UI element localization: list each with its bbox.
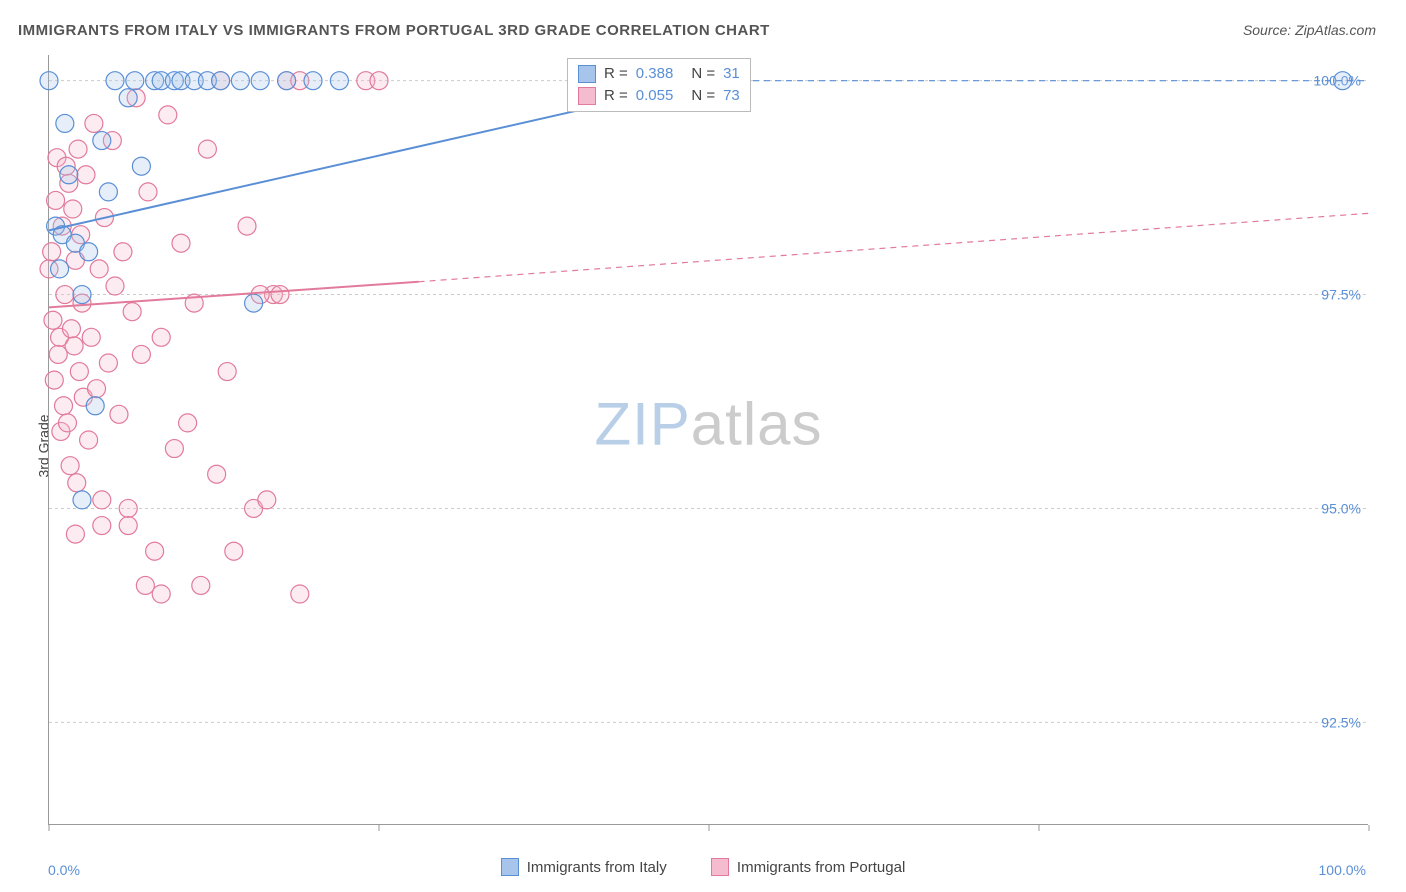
svg-text:92.5%: 92.5%: [1321, 714, 1361, 730]
legend-item-italy: Immigrants from Italy: [501, 858, 667, 876]
chart-title: IMMIGRANTS FROM ITALY VS IMMIGRANTS FROM…: [18, 22, 770, 39]
bottom-legend: Immigrants from Italy Immigrants from Po…: [0, 858, 1406, 880]
r-label: R =: [604, 85, 628, 107]
n-value-portugal: 73: [723, 85, 740, 107]
legend-swatch-portugal: [711, 858, 729, 876]
stats-row-portugal: R = 0.055 N = 73: [578, 85, 740, 107]
n-value-italy: 31: [723, 63, 740, 85]
chart-svg: 92.5%95.0%97.5%100.0%: [49, 55, 1368, 824]
legend-item-portugal: Immigrants from Portugal: [711, 858, 905, 876]
legend-swatch-italy: [501, 858, 519, 876]
legend-label-portugal: Immigrants from Portugal: [737, 859, 905, 876]
n-label: N =: [691, 85, 715, 107]
plot-area: ZIPatlas 92.5%95.0%97.5%100.0% R = 0.388…: [48, 55, 1368, 825]
r-value-italy: 0.388: [636, 63, 674, 85]
n-label: N =: [691, 63, 715, 85]
source-attribution: Source: ZipAtlas.com: [1243, 22, 1376, 38]
swatch-italy: [578, 65, 596, 83]
stats-legend: R = 0.388 N = 31 R = 0.055 N = 73: [567, 58, 751, 112]
legend-label-italy: Immigrants from Italy: [527, 859, 667, 876]
svg-text:95.0%: 95.0%: [1321, 500, 1361, 516]
stats-row-italy: R = 0.388 N = 31: [578, 63, 740, 85]
r-value-portugal: 0.055: [636, 85, 674, 107]
r-label: R =: [604, 63, 628, 85]
swatch-portugal: [578, 87, 596, 105]
svg-text:97.5%: 97.5%: [1321, 287, 1361, 303]
